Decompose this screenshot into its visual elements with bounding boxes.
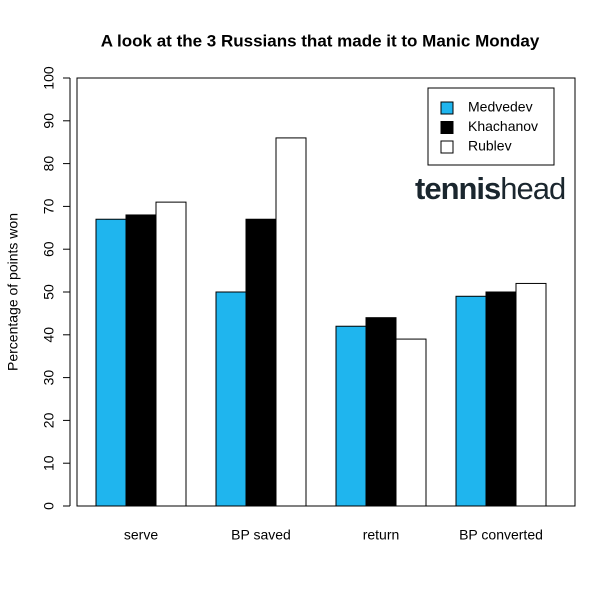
y-tick-label: 20 <box>41 412 57 428</box>
legend-label: Rublev <box>468 138 512 154</box>
logo: tennishead <box>415 171 565 206</box>
bar <box>95 218 127 507</box>
y-tick-label: 30 <box>41 370 57 386</box>
bar <box>455 295 487 507</box>
y-tick-label: 60 <box>41 241 57 257</box>
legend-label: Khachanov <box>468 118 538 134</box>
bar <box>365 317 397 507</box>
bar <box>275 137 307 507</box>
y-tick-label: 100 <box>41 66 57 90</box>
y-axis-label: Percentage of points won <box>5 213 21 371</box>
bar <box>245 218 277 507</box>
logo-part: head <box>500 171 565 206</box>
y-tick-label: 50 <box>41 284 57 300</box>
legend-label: Medvedev <box>468 99 533 115</box>
y-tick-label: 70 <box>41 198 57 214</box>
y-tick-label: 40 <box>41 327 57 343</box>
bar <box>395 338 427 507</box>
plot-frame <box>76 77 576 507</box>
chart-title: A look at the 3 Russians that made it to… <box>101 31 540 50</box>
x-tick-label: return <box>363 527 400 543</box>
bar <box>155 201 187 507</box>
legend-swatch <box>440 101 454 115</box>
x-tick-label: serve <box>124 527 158 543</box>
legend-swatch <box>440 140 454 154</box>
x-tick-label: BP saved <box>231 527 291 543</box>
bar <box>485 291 517 507</box>
bar <box>215 291 247 507</box>
legend-box <box>427 87 555 166</box>
y-tick-label: 90 <box>41 113 57 129</box>
bar <box>515 282 547 507</box>
y-tick-label: 80 <box>41 156 57 172</box>
bar <box>125 214 157 507</box>
x-tick-label: BP converted <box>459 527 543 543</box>
y-tick-label: 0 <box>41 502 57 510</box>
legend-swatch <box>440 121 454 134</box>
y-tick-label: 10 <box>41 455 57 471</box>
logo-part: tennis <box>415 171 500 206</box>
bar <box>335 325 367 507</box>
